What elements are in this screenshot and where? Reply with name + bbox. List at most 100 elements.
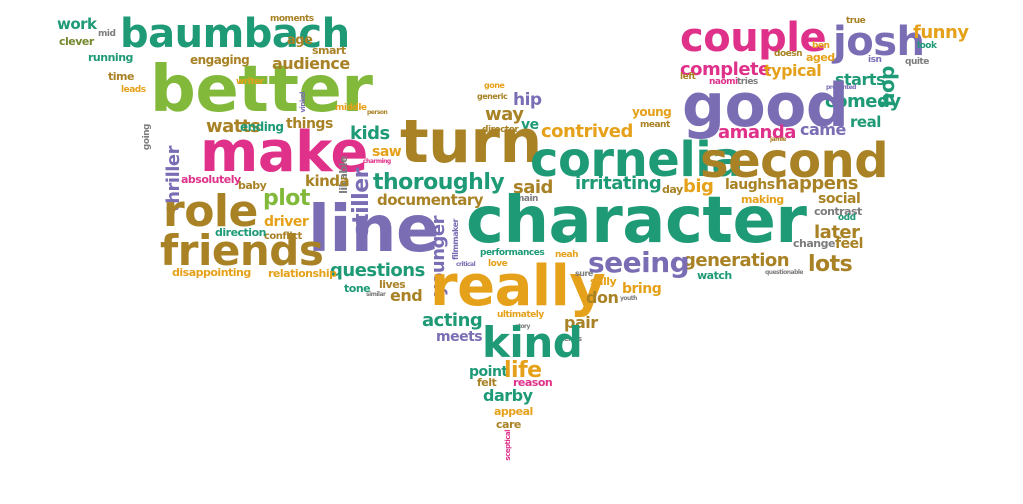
cloud-word: time [108,70,134,83]
cloud-word: conflict [264,231,302,242]
cloud-word: writer [236,77,264,87]
cloud-word: darby [483,386,533,405]
cloud-word: vinkel [299,92,307,113]
cloud-word: age [287,33,313,48]
cloud-word: saw [372,144,402,160]
cloud-word: said [513,177,553,198]
cloud-word: ben [812,41,830,51]
cloud-word: person [367,109,388,116]
cloud-word: thoroughly [373,170,505,195]
cloud-word: plot [263,186,310,211]
cloud-word: main [515,194,538,204]
cloud-word: appeal [494,405,533,418]
cloud-word: tries [737,77,758,87]
cloud-word: came [800,120,846,139]
cloud-word: story [515,323,530,330]
cloud-word: left [680,72,696,82]
cloud-word: character [466,184,807,258]
cloud-word: role [163,186,258,237]
cloud-word: making [741,193,784,206]
cloud-word: day [662,183,683,196]
cloud-word: odd [838,213,856,223]
cloud-word: moments [270,14,314,24]
cloud-word: naomi [709,77,738,87]
cloud-word: friends [160,226,324,275]
cloud-word: watts [206,116,261,137]
cloud-word: quite [905,57,929,67]
cloud-word: work [57,15,97,33]
cloud-word: jamie [770,136,786,143]
cloud-word: gone [484,81,505,90]
cloud-word: turn [400,107,542,177]
cloud-word: sally [590,275,617,288]
cloud-word: generation [683,250,790,271]
cloud-word: questions [330,260,425,281]
cloud-word: meets [436,329,483,345]
cloud-word: pair [564,313,598,332]
cloud-word: sceptical [504,430,512,461]
cloud-word: terms [561,335,582,343]
cloud-word: comedy [825,91,901,112]
cloud-word: kinda [305,172,350,190]
cloud-word: doesn [774,49,803,59]
cloud-word: engaging [190,53,250,67]
cloud-word: acting [422,310,483,331]
cloud-word: true [846,16,866,26]
cloud-word: baumbach [120,11,350,57]
cloud-word: clever [59,35,94,48]
cloud-word: really [430,254,606,319]
cloud-word: direction [215,226,266,239]
cloud-word: baby [238,179,267,192]
cloud-word: hip [513,90,542,110]
cloud-word: life [504,358,542,383]
cloud-word: audience [272,54,350,73]
cloud-word: make [200,120,368,185]
cloud-word: meant [640,120,670,130]
cloud-word: middle [335,103,367,113]
cloud-word: love [488,259,508,269]
cloud-word: driver [264,214,309,230]
cloud-word: funny [913,22,969,43]
cloud-word: leads [121,85,146,95]
cloud-word: look [917,41,937,51]
cloud-word: tone [344,282,371,295]
cloud-word: starts [835,70,886,89]
cloud-word: couple [680,15,827,61]
cloud-word: isn [868,55,882,65]
cloud-word: seeing [588,246,690,279]
cloud-word: felt [477,376,497,389]
cloud-word: contrived [541,121,633,142]
cloud-word: social [818,191,861,207]
cloud-word: ending [240,120,284,134]
cloud-word: ultimately [497,310,544,320]
cloud-word: absolutely [181,173,241,186]
cloud-word: running [88,51,133,64]
cloud-word: irritating [575,173,662,194]
cloud-word: charming [363,158,391,165]
cloud-word: disappointing [172,266,251,279]
cloud-word: cornelia [530,132,744,188]
cloud-word: youth [620,295,637,302]
cloud-word: similar [366,291,386,298]
cloud-word: contrast [814,205,862,218]
cloud-word: line [308,193,439,267]
cloud-word: better [150,53,373,127]
cloud-word: critical [456,261,476,268]
cloud-word: aged [806,51,835,64]
cloud-word: questionable [765,269,804,276]
cloud-word: generic [477,92,508,101]
cloud-word: going [142,124,152,151]
cloud-word: josh [833,19,925,65]
cloud-word: end [390,286,423,305]
cloud-word: reason [513,376,553,389]
cloud-word: lives [379,278,406,291]
cloud-word: feel [835,236,863,252]
cloud-word: point [469,364,508,380]
cloud-word: don [586,288,619,307]
cloud-word: young [632,105,672,119]
cloud-word: big [683,176,714,197]
cloud-word: smart [312,44,346,57]
cloud-word: performances [480,248,545,258]
cloud-word: amanda [718,122,796,143]
